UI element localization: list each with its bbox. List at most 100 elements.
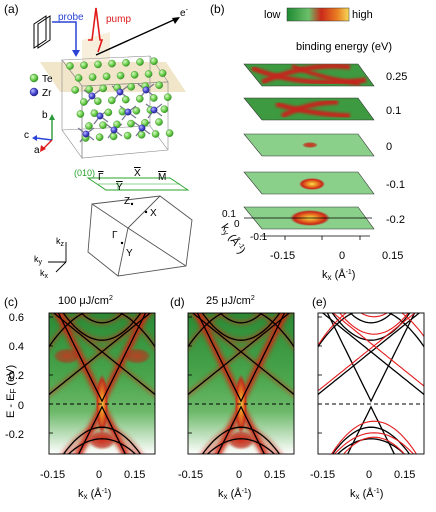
zr-atom xyxy=(138,124,146,132)
band-line xyxy=(219,313,263,324)
te-atom xyxy=(66,62,74,70)
lower-band-intensity xyxy=(88,430,116,450)
x-tick-d-1: 0 xyxy=(236,469,242,481)
te-atom xyxy=(116,71,125,80)
energy-label: -0.1 xyxy=(386,179,405,191)
colorbar xyxy=(286,7,350,22)
band-line xyxy=(62,426,142,454)
band-line xyxy=(326,313,416,403)
x-tick-e-1: 0 xyxy=(366,469,372,481)
te-atom xyxy=(85,122,93,130)
arpes-band-intensity xyxy=(217,313,265,325)
arpes-map-d xyxy=(188,313,294,454)
band-line xyxy=(62,313,142,341)
te-atom xyxy=(80,61,88,69)
bz-y-label: Y xyxy=(126,248,133,259)
detector-icon xyxy=(33,15,51,49)
te-atom xyxy=(122,95,130,104)
energy-label: 0.1 xyxy=(386,105,401,117)
pump-pulse xyxy=(88,7,104,53)
band-calc-e xyxy=(318,313,424,454)
band-line-red xyxy=(333,432,415,454)
bz-x-point xyxy=(144,210,148,214)
x-axis-label-e: kx (Å-1) xyxy=(350,487,383,501)
energy-label: -0.2 xyxy=(386,214,405,226)
panel-d: (d) 25 μJ/cm2 -0.15 0 0.15 kx (Å-1) xyxy=(170,295,295,501)
te-atom xyxy=(102,72,111,81)
te-atom xyxy=(94,97,102,105)
zr-atom-icon xyxy=(29,87,39,97)
side-intensity xyxy=(53,348,81,364)
te-atom xyxy=(155,118,163,126)
panel-a: (a) probe pump e- xyxy=(4,2,193,280)
te-atom xyxy=(76,110,85,118)
te-atom xyxy=(160,105,169,113)
x-tick-e-2: 0.15 xyxy=(394,469,415,481)
band-line xyxy=(349,313,393,324)
electron-label: e- xyxy=(180,7,189,19)
probe-arrow-icon xyxy=(72,50,80,57)
band-line xyxy=(321,313,424,396)
kx-tick-1: 0 xyxy=(339,250,345,262)
slice--0.1: -0.1 xyxy=(243,171,405,195)
side-intensity xyxy=(123,348,151,364)
slice--0.2: -0.2 xyxy=(243,206,405,230)
band-line xyxy=(80,313,124,324)
te-atom xyxy=(88,73,97,81)
kx-tick-0: -0.15 xyxy=(270,250,295,262)
band-line xyxy=(57,313,147,403)
panel-e: (e) -0.15 0 0.15 kx (Å-1) xyxy=(310,295,425,501)
bz-y-bar-label: Y xyxy=(116,182,123,193)
zr-atom xyxy=(116,88,124,96)
te-atom xyxy=(132,107,141,115)
x-tick-c-2: 0.15 xyxy=(124,469,145,481)
kx-tick-2: 0.15 xyxy=(382,250,403,262)
zr-atom xyxy=(150,106,158,114)
band-line-red xyxy=(332,313,424,387)
band-line xyxy=(201,426,281,454)
te-atom xyxy=(137,130,146,139)
slice-0.25: 0.25 xyxy=(243,63,407,87)
bz-gamma-point xyxy=(120,241,124,245)
y-tick-4: -0.2 xyxy=(5,429,24,441)
ky-label: ky xyxy=(34,254,43,266)
band-line-red xyxy=(342,436,406,454)
panel-e-label: (e) xyxy=(312,295,327,309)
bz-m-bar-label: M xyxy=(158,172,166,183)
legend-te: Te xyxy=(42,74,53,85)
te-atom xyxy=(163,93,172,101)
zr-atom xyxy=(124,108,132,116)
te-atom xyxy=(123,131,132,140)
y-tick-3: 0 xyxy=(18,400,24,412)
bz-gamma-bar-label: Γ xyxy=(98,172,104,183)
bz-gamma-label: Γ xyxy=(112,230,118,241)
crystal-axes: b c a xyxy=(24,110,55,156)
te-atom xyxy=(108,59,116,68)
k-axes xyxy=(48,242,67,273)
band-line xyxy=(49,313,155,348)
ky-tick-1: 0 xyxy=(234,219,240,230)
x-tick-d-2: 0.15 xyxy=(264,469,285,481)
probe-label: probe xyxy=(58,12,84,23)
axis-c-label: c xyxy=(24,130,29,141)
te-atom xyxy=(99,84,107,93)
band-line xyxy=(77,405,127,454)
te-atom xyxy=(135,95,144,103)
band-line-red xyxy=(339,313,409,335)
te-atom xyxy=(99,121,107,129)
lower-band-intensity xyxy=(227,430,255,450)
x-tick-d-0: -0.15 xyxy=(178,469,203,481)
legend-zr: Zr xyxy=(42,88,52,99)
probe-beam xyxy=(52,21,77,55)
colorbar-low-label: low xyxy=(264,9,281,21)
band-line xyxy=(188,313,294,348)
te-atom xyxy=(144,70,153,78)
energy-label: 0 xyxy=(386,141,392,153)
zr-atom xyxy=(142,86,150,94)
band-line xyxy=(206,438,276,454)
slice-0: 0 xyxy=(243,133,392,157)
band-line xyxy=(318,313,424,348)
frame-d xyxy=(187,312,295,455)
band-line xyxy=(67,438,137,454)
